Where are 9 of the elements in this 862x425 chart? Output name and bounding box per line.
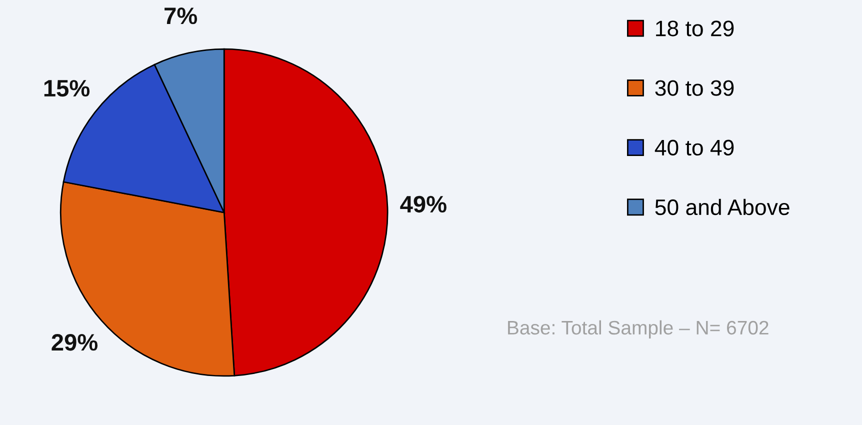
legend-label: 18 to 29 xyxy=(656,20,734,36)
data-label: 29% xyxy=(52,334,98,351)
data-label: 7% xyxy=(164,8,198,24)
text: Base: Total Sample – N= 6702 xyxy=(508,320,768,338)
data-label: 49% xyxy=(400,196,446,213)
legend-label: 40 to 49 xyxy=(654,140,734,156)
legend-label: 50 and Above xyxy=(655,198,790,216)
legend-label: 30 to 39 xyxy=(655,80,734,96)
data-label: 15% xyxy=(44,80,90,97)
